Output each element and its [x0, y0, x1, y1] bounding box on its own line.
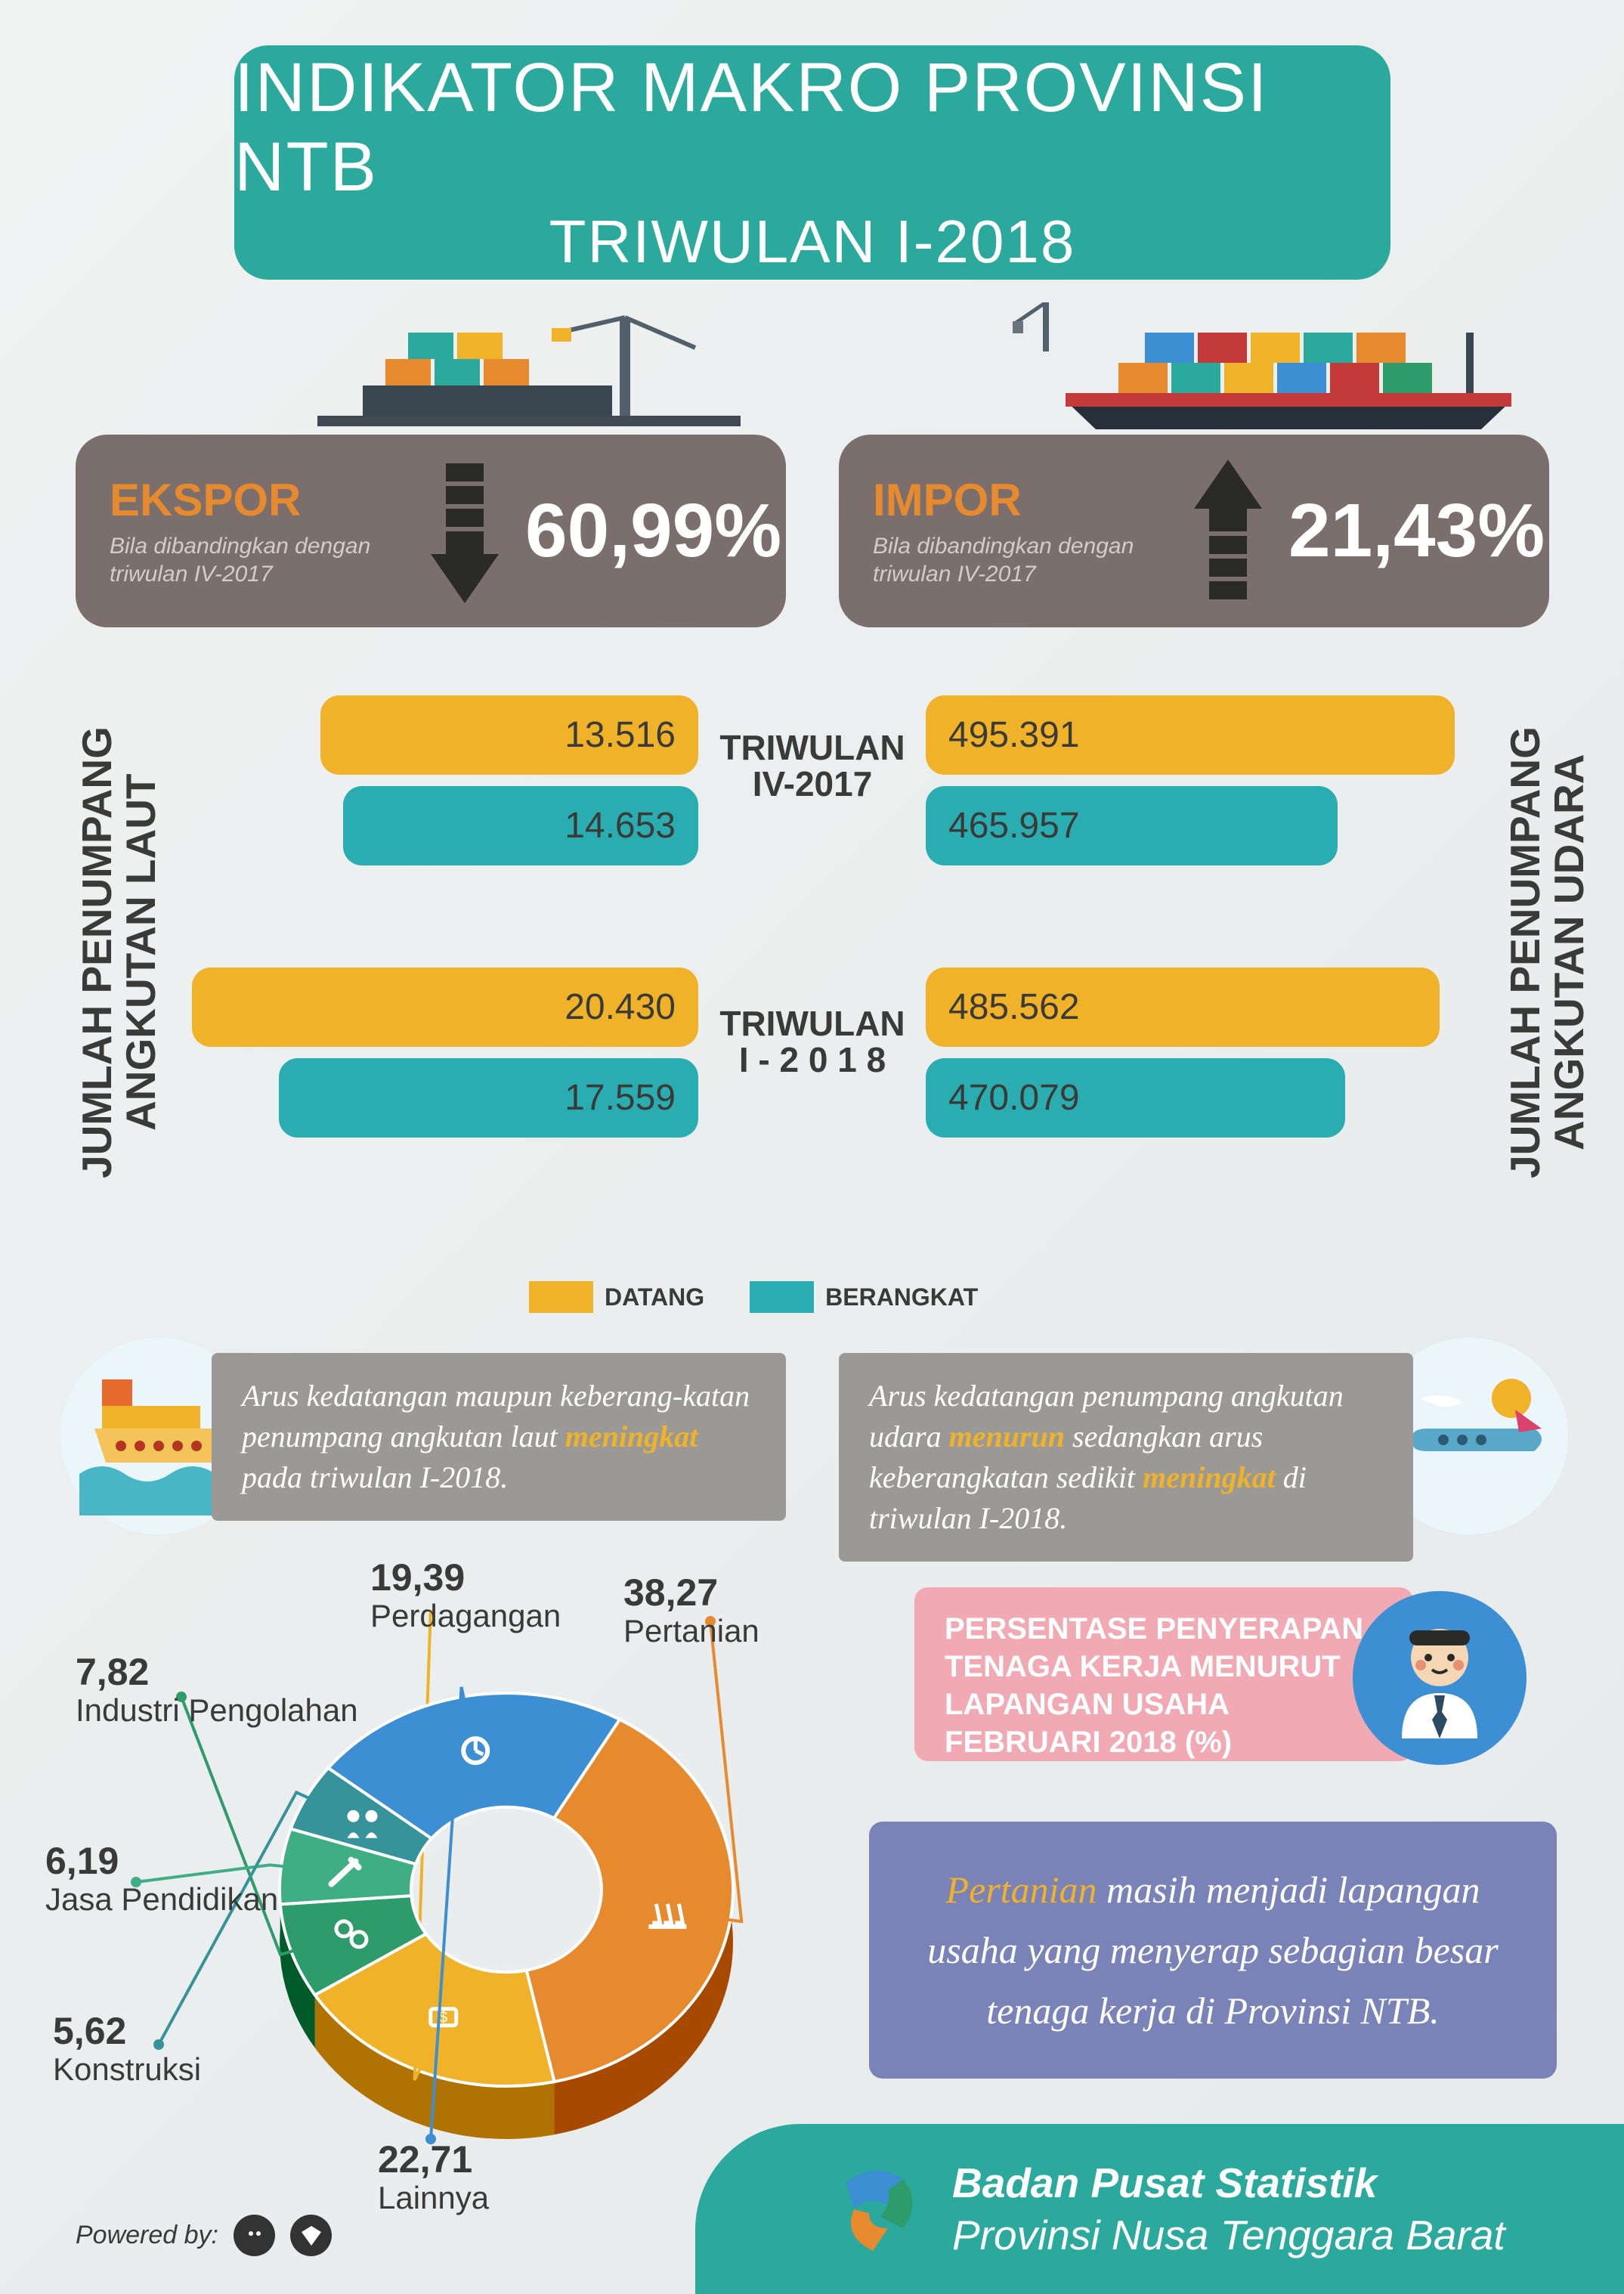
pie-name-industri: Industri Pengolahan — [76, 1692, 358, 1728]
val-laut-q1-datang: 20.430 — [565, 986, 676, 1028]
val-laut-q4-datang: 13.516 — [565, 714, 676, 756]
arrow-down-icon — [419, 456, 510, 607]
footer-province: Provinsi Nusa Tenggara Barat — [952, 2209, 1505, 2261]
note-udara-hl1: menurun — [949, 1419, 1065, 1453]
pie-val-lainnya: 22,71 — [378, 2139, 489, 2181]
note-laut-hl: meningkat — [565, 1419, 698, 1453]
period-q4-bottom: IV-2017 — [753, 764, 873, 803]
impor-heading: IMPOR — [873, 474, 1183, 526]
period-q4-label: TRIWULAN IV-2017 — [714, 729, 911, 803]
pie-val-perdagangan: 19,39 — [370, 1557, 561, 1599]
bps-logo-icon — [831, 2153, 930, 2266]
purple-summary-box: Pertanian masih menjadi lapangan usaha y… — [869, 1822, 1557, 2079]
ekspor-port-illustration — [317, 302, 741, 435]
footer-banner: Badan Pusat Statistik Provinsi Nusa Teng… — [695, 2124, 1624, 2294]
header-title: INDIKATOR MAKRO PROVINSI NTB — [234, 48, 1390, 207]
ekspor-card: EKSPOR Bila dibandingkan dengan triwulan… — [76, 435, 786, 627]
pie-label-konstruksi: 5,62 Konstruksi — [53, 2011, 201, 2087]
bar-udara-q4-datang: 495.391 — [926, 695, 1455, 775]
pie-label-lainnya: 22,71 Lainnya — [378, 2139, 489, 2215]
period-q1-top: TRIWULAN — [719, 1004, 905, 1043]
pie-val-jasa: 6,19 — [45, 1840, 278, 1882]
powered-icon-2 — [290, 2215, 332, 2256]
powered-label: Powered by: — [76, 2221, 218, 2250]
period-q1-label: TRIWULAN I - 2 0 1 8 — [714, 1005, 911, 1079]
pie-label-pertanian: 38,27 Pertanian — [623, 1572, 759, 1649]
pie-val-konstruksi: 5,62 — [53, 2011, 201, 2052]
legend-label-berangkat: BERANGKAT — [825, 1283, 978, 1311]
passenger-legend: DATANG BERANGKAT — [529, 1281, 978, 1313]
arrow-up-icon — [1183, 456, 1273, 607]
bar-udara-q1-berangkat: 470.079 — [926, 1058, 1345, 1138]
pie-label-jasa: 6,19 Jasa Pendidikan — [45, 1840, 278, 1917]
impor-pct: 21,43% — [1288, 488, 1545, 574]
val-udara-q1-berangkat: 470.079 — [948, 1077, 1080, 1119]
val-udara-q4-datang: 495.391 — [948, 714, 1080, 756]
employment-donut-chart: $ 38,27 Pertanian 19,39 Perdagangan 7,82… — [128, 1610, 831, 2200]
ekspor-heading: EKSPOR — [110, 474, 419, 526]
udara-title: JUMLAH PENUMPANG ANGKUTAN UDARA — [1504, 680, 1592, 1224]
pie-name-pertanian: Pertanian — [623, 1613, 759, 1649]
period-q4-top: TRIWULAN — [719, 728, 905, 767]
impor-card: IMPOR Bila dibandingkan dengan triwulan … — [839, 435, 1549, 627]
bar-laut-q4-datang: 13.516 — [320, 695, 698, 775]
note-laut: Arus kedatangan maupun keberang-katan pe… — [212, 1353, 786, 1521]
period-q1-bottom: I - 2 0 1 8 — [739, 1040, 886, 1079]
bar-laut-q1-berangkat: 17.559 — [279, 1058, 698, 1138]
pie-title-box: PERSENTASE PENYERAPAN TENAGA KERJA MENUR… — [914, 1587, 1413, 1761]
pie-val-industri: 7,82 — [76, 1652, 358, 1693]
bar-udara-q4-berangkat: 465.957 — [926, 786, 1338, 865]
legend-swatch-berangkat — [750, 1281, 814, 1313]
ekspor-pct: 60,99% — [525, 488, 781, 574]
powered-by: Powered by: — [76, 2215, 332, 2256]
footer-org: Badan Pusat Statistik — [952, 2157, 1505, 2209]
bar-udara-q1-datang: 485.562 — [926, 967, 1440, 1047]
pie-label-perdagangan: 19,39 Perdagangan — [370, 1557, 561, 1633]
pie-val-pertanian: 38,27 — [623, 1572, 759, 1614]
impor-sub: Bila dibandingkan dengan triwulan IV-201… — [873, 532, 1183, 589]
pie-label-industri: 7,82 Industri Pengolahan — [76, 1652, 358, 1728]
bar-laut-q4-berangkat: 14.653 — [343, 786, 698, 865]
val-udara-q4-berangkat: 465.957 — [948, 805, 1080, 847]
laut-title: JUMLAH PENUMPANG ANGKUTAN LAUT — [76, 680, 163, 1224]
note-udara-hl2: meningkat — [1143, 1460, 1276, 1494]
purple-hl: Pertanian — [946, 1868, 1097, 1911]
note-laut-post: pada triwulan I-2018. — [242, 1460, 508, 1494]
pie-name-jasa: Jasa Pendidikan — [45, 1881, 278, 1917]
pie-name-konstruksi: Konstruksi — [53, 2051, 201, 2087]
bar-laut-q1-datang: 20.430 — [192, 967, 698, 1047]
note-udara: Arus kedatangan penumpang angkutan udara… — [839, 1353, 1413, 1562]
header-subtitle: TRIWULAN I-2018 — [549, 207, 1076, 277]
val-laut-q1-berangkat: 17.559 — [565, 1077, 676, 1119]
impor-ship-illustration — [1013, 302, 1557, 435]
legend-label-datang: DATANG — [605, 1283, 704, 1311]
worker-icon — [1353, 1591, 1527, 1765]
pie-name-lainnya: Lainnya — [378, 2180, 489, 2215]
legend-swatch-datang — [529, 1281, 593, 1313]
ekspor-sub: Bila dibandingkan dengan triwulan IV-201… — [110, 532, 419, 589]
powered-icon-1 — [234, 2215, 275, 2256]
header-banner: INDIKATOR MAKRO PROVINSI NTB TRIWULAN I-… — [234, 45, 1390, 280]
val-udara-q1-datang: 485.562 — [948, 986, 1080, 1028]
val-laut-q4-berangkat: 14.653 — [565, 805, 676, 847]
pie-name-perdagangan: Perdagangan — [370, 1598, 561, 1633]
